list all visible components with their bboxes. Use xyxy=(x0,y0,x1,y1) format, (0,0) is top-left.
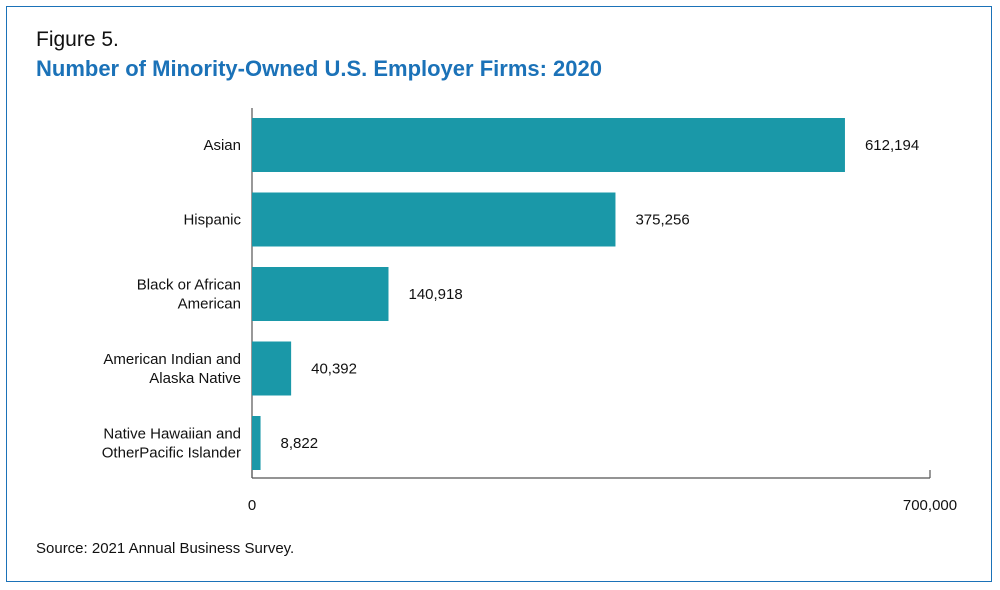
x-tick-label: 0 xyxy=(248,497,256,514)
category-label-line: Hispanic xyxy=(183,212,241,229)
category-label-line: Black or African xyxy=(137,277,241,294)
bar-value-label: 375,256 xyxy=(635,212,689,229)
bar-value-label: 40,392 xyxy=(311,361,357,378)
category-label-line: Asian xyxy=(203,137,241,154)
category-label-line: American xyxy=(178,296,241,313)
category-label: Hispanic xyxy=(183,212,241,229)
x-tick-label: 700,000 xyxy=(903,497,957,514)
bar xyxy=(252,267,389,321)
bar xyxy=(252,192,616,247)
category-label: American Indian and Alaska Native xyxy=(103,351,241,387)
category-label-line: Alaska Native xyxy=(149,370,241,387)
figure-label: Figure 5. xyxy=(36,28,119,51)
category-label: Asian xyxy=(203,137,241,154)
category-label-line: OtherPacific Islander xyxy=(102,445,241,462)
figure-frame xyxy=(6,6,992,582)
figure-title: Number of Minority-Owned U.S. Employer F… xyxy=(36,56,602,81)
bar-value-label: 612,194 xyxy=(865,137,919,154)
category-label-line: Native Hawaiian and xyxy=(103,426,241,443)
bar-value-label: 8,822 xyxy=(281,435,319,452)
category-label: Black or African American xyxy=(137,277,241,313)
category-label: Native Hawaiian and OtherPacific Islander xyxy=(102,426,241,462)
chart-bars xyxy=(252,118,845,470)
category-label-line: American Indian and xyxy=(103,351,241,368)
bar xyxy=(252,341,292,396)
bar-value-label: 140,918 xyxy=(408,286,462,303)
chart-labels: 0 700,000 612,194 Asian 375,256 Hispanic 140,9… xyxy=(102,137,957,514)
source-note: Source: 2021 Annual Business Survey. xyxy=(36,540,295,557)
bar xyxy=(252,416,261,470)
bar xyxy=(252,118,845,172)
